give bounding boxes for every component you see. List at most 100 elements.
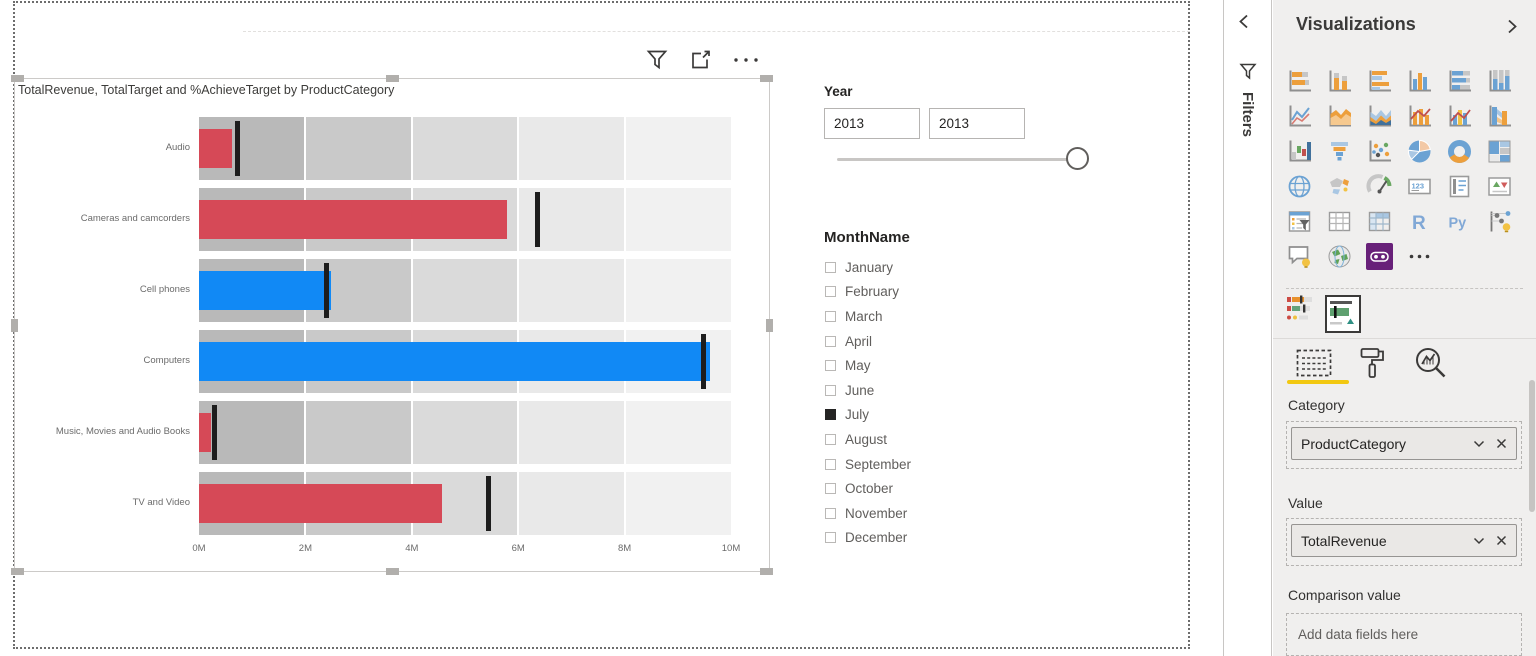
checkbox-icon[interactable] [825, 458, 836, 470]
viz-type-waterfall-chart-icon[interactable] [1286, 138, 1313, 165]
bullet-row-cameras-and-camcorders[interactable]: Cameras and camcorders [16, 184, 731, 255]
chevron-down-icon[interactable] [1473, 440, 1485, 448]
viz-type-area-chart-icon[interactable] [1326, 103, 1353, 130]
checkbox-icon[interactable] [825, 433, 836, 445]
panel-scrollbar[interactable] [1529, 380, 1535, 512]
bullet-row-tv-and-video[interactable]: TV and Video [16, 468, 731, 539]
month-option-june[interactable]: June [825, 378, 911, 403]
resize-handle-bottom-right[interactable] [760, 568, 773, 575]
year-slider-track[interactable] [837, 158, 1078, 161]
month-option-august[interactable]: August [825, 427, 911, 452]
viz-type-stacked-bar-chart-icon[interactable] [1286, 68, 1313, 95]
month-option-november[interactable]: November [825, 501, 911, 526]
viz-type-card-icon[interactable]: 123 [1406, 173, 1433, 200]
month-option-december[interactable]: December [825, 526, 911, 551]
viz-type-100-stacked-bar-chart-icon[interactable] [1446, 68, 1473, 95]
collapse-visualizations-icon[interactable] [1506, 18, 1519, 40]
viz-type-line-and-clustered-column-chart-icon[interactable] [1446, 103, 1473, 130]
checkbox-icon[interactable] [825, 409, 836, 421]
resize-handle-top-middle[interactable] [386, 75, 399, 82]
viz-type-arcgis-map-icon[interactable] [1326, 243, 1353, 270]
checkbox-icon[interactable] [825, 286, 836, 298]
revenue-bar[interactable] [199, 413, 212, 452]
viz-type-line-chart-icon[interactable] [1286, 103, 1313, 130]
viz-type-gauge-icon[interactable] [1366, 173, 1393, 200]
revenue-bar[interactable] [199, 200, 508, 239]
viz-type-matrix-icon[interactable] [1366, 208, 1393, 235]
checkbox-icon[interactable] [825, 532, 836, 544]
year-range-end-input[interactable]: 2013 [929, 108, 1025, 139]
viz-type-multi-row-card-icon[interactable] [1446, 173, 1473, 200]
chevron-down-icon[interactable] [1473, 537, 1485, 545]
resize-handle-middle-right[interactable] [766, 319, 773, 332]
bullet-chart-visual[interactable]: TotalRevenue, TotalTarget and %AchieveTa… [11, 75, 773, 575]
viz-type-bullet-chart-store-icon[interactable] [1366, 243, 1393, 270]
year-slider-handle[interactable] [1066, 147, 1089, 170]
revenue-bar[interactable] [199, 342, 711, 381]
viz-type-python-visual-icon[interactable]: Py [1446, 208, 1473, 235]
filters-panel-label[interactable]: Filters [1239, 92, 1256, 138]
viz-type-more-options-icon[interactable] [1406, 243, 1433, 270]
category-well[interactable]: ProductCategory [1286, 421, 1522, 469]
viz-type-r-script-visual-icon[interactable]: R [1406, 208, 1433, 235]
custom-visual-bullet-chart-icon-selected[interactable] [1325, 295, 1361, 333]
tab-analytics[interactable] [1414, 346, 1448, 380]
month-option-october[interactable]: October [825, 476, 911, 501]
resize-handle-top-left[interactable] [11, 75, 24, 82]
viz-type-ribbon-chart-icon[interactable] [1486, 103, 1513, 130]
month-option-january[interactable]: January [825, 255, 911, 280]
checkbox-icon[interactable] [825, 360, 836, 372]
viz-type-stacked-column-chart-icon[interactable] [1326, 68, 1353, 95]
checkbox-icon[interactable] [825, 507, 836, 519]
bullet-row-music-movies-and-audio-books[interactable]: Music, Movies and Audio Books [16, 397, 731, 468]
month-option-september[interactable]: September [825, 452, 911, 477]
custom-visual-bullet-chart-classic-icon[interactable] [1286, 295, 1316, 327]
viz-type-donut-chart-icon[interactable] [1446, 138, 1473, 165]
viz-type-clustered-bar-chart-icon[interactable] [1366, 68, 1393, 95]
checkbox-icon[interactable] [825, 261, 836, 273]
viz-type-map-icon[interactable] [1286, 173, 1313, 200]
field-pill-totalrevenue[interactable]: TotalRevenue [1291, 524, 1517, 557]
viz-type-treemap-icon[interactable] [1486, 138, 1513, 165]
remove-field-icon[interactable] [1496, 535, 1507, 546]
focus-mode-icon[interactable] [690, 50, 710, 71]
year-range-start-input[interactable]: 2013 [824, 108, 920, 139]
month-option-march[interactable]: March [825, 304, 911, 329]
checkbox-icon[interactable] [825, 335, 836, 347]
revenue-bar[interactable] [199, 129, 232, 168]
viz-type-stacked-area-chart-icon[interactable] [1366, 103, 1393, 130]
viz-type-line-and-stacked-column-chart-icon[interactable] [1406, 103, 1433, 130]
viz-type-kpi-icon[interactable] [1486, 173, 1513, 200]
tab-fields-selected[interactable] [1296, 349, 1332, 377]
viz-type-clustered-column-chart-icon[interactable] [1406, 68, 1433, 95]
filters-collapsed-panel[interactable]: Filters [1224, 0, 1272, 656]
viz-type-key-influencers-icon[interactable] [1486, 208, 1513, 235]
month-option-april[interactable]: April [825, 329, 911, 354]
checkbox-icon[interactable] [825, 384, 836, 396]
viz-type-100-stacked-column-chart-icon[interactable] [1486, 68, 1513, 95]
viz-type-funnel-chart-icon[interactable] [1326, 138, 1353, 165]
checkbox-icon[interactable] [825, 483, 836, 495]
resize-handle-top-right[interactable] [760, 75, 773, 82]
viz-type-scatter-chart-icon[interactable] [1366, 138, 1393, 165]
resize-handle-bottom-middle[interactable] [386, 568, 399, 575]
expand-filters-icon[interactable] [1237, 13, 1250, 35]
viz-type-table-icon[interactable] [1326, 208, 1353, 235]
month-option-february[interactable]: February [825, 280, 911, 305]
remove-field-icon[interactable] [1496, 438, 1507, 449]
checkbox-icon[interactable] [825, 310, 836, 322]
resize-handle-bottom-left[interactable] [11, 568, 24, 575]
month-option-may[interactable]: May [825, 353, 911, 378]
filter-icon[interactable] [646, 48, 668, 72]
bullet-row-cell-phones[interactable]: Cell phones [16, 255, 731, 326]
viz-type-filled-map-icon[interactable] [1326, 173, 1353, 200]
viz-type-slicer-icon[interactable] [1286, 208, 1313, 235]
resize-handle-middle-left[interactable] [11, 319, 18, 332]
bullet-row-computers[interactable]: Computers [16, 326, 731, 397]
field-pill-productcategory[interactable]: ProductCategory [1291, 427, 1517, 460]
revenue-bar[interactable] [199, 271, 332, 310]
month-option-july[interactable]: July [825, 403, 911, 428]
bullet-row-audio[interactable]: Audio [16, 113, 731, 184]
comparison-value-well[interactable]: Add data fields here [1286, 613, 1522, 656]
revenue-bar[interactable] [199, 484, 442, 523]
